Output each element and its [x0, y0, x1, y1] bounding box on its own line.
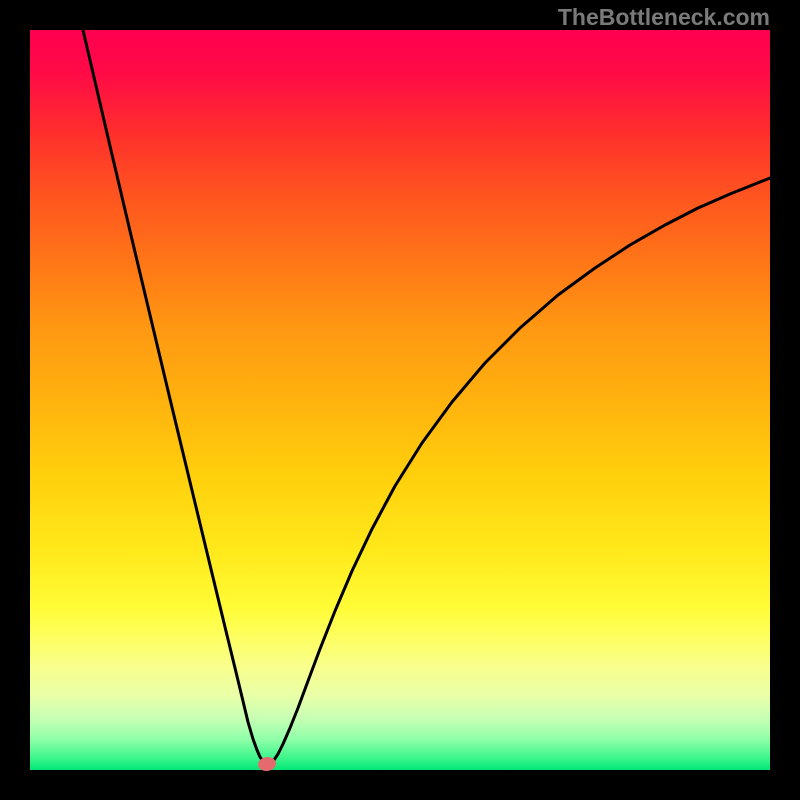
- chart-frame: TheBottleneck.com: [0, 0, 800, 800]
- bottleneck-gradient-plot: [30, 30, 770, 770]
- watermark-text: TheBottleneck.com: [558, 4, 770, 31]
- optimal-point-marker: [30, 30, 770, 770]
